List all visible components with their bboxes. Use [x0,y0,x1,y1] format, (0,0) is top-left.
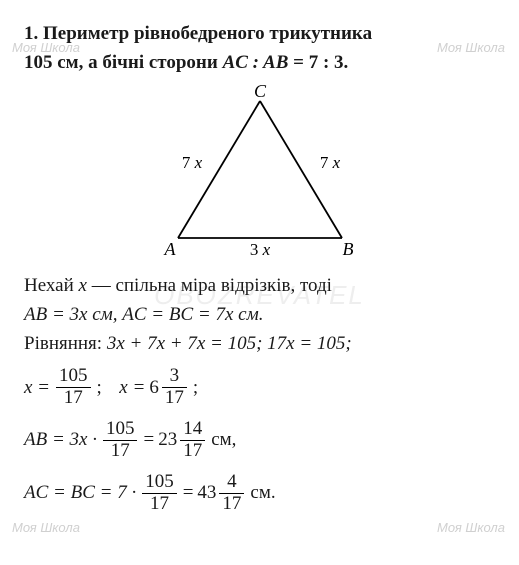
problem-title: Периметр рівнобедреного трикутника [43,23,372,44]
ab-lhs: AB = 3x · [24,429,97,451]
x-eq: x = [24,377,50,399]
svg-text:C: C [253,83,266,101]
svg-text:3 x: 3 x [249,240,270,259]
ratio-vars: AC : AB [223,52,289,73]
mixed-whole: 6 [149,377,159,399]
x-eq-2: x = [119,377,145,399]
svg-text:B: B [342,239,353,259]
frac-105-17-b: 105 17 [103,419,138,462]
svg-text:7 x: 7 x [319,153,340,172]
frac-den: 17 [56,388,91,409]
mixed-23-14-17: 23 14 17 [158,419,207,462]
let-text-2: — спільна міра відрізків, тоді [87,275,332,296]
semicolon: ; [97,377,102,399]
mixed-whole: 43 [197,482,216,504]
ac-lhs: AC = BC = 7 · [24,482,136,504]
solution-let-line: Нехай x — спільна міра відрізків, тоді [24,273,495,299]
ac-calc-row: AC = BC = 7 · 105 17 = 43 4 17 см. [24,472,495,515]
equals: = [143,429,154,451]
mixed-whole: 23 [158,429,177,451]
frac-num: 105 [142,472,177,494]
mixed-6-3-17: 6 3 17 [149,366,189,409]
sides-eq-line: AB = 3x см, AC = BC = 7x см. [24,302,495,328]
ratio-value: = 7 : 3. [288,52,348,73]
watermark: Моя Школа [12,520,80,535]
let-text-1: Нехай [24,275,79,296]
equals: = [183,482,194,504]
cm-unit: см. [250,482,275,504]
mixed-num: 4 [219,472,244,494]
mixed-43-4-17: 43 4 17 [197,472,246,515]
page-content: 1. Периметр рівнобедреного трикутника 10… [24,21,495,515]
watermark: Моя Школа [437,520,505,535]
frac-den: 17 [103,441,138,462]
x-value-row: x = 105 17 ; x = 6 3 17 ; [24,366,495,409]
frac-num: 105 [56,366,91,388]
mixed-num: 3 [162,366,187,388]
frac-num: 105 [103,419,138,441]
semicolon: ; [193,377,198,399]
problem-number: 1. [24,23,38,44]
ab-calc-row: AB = 3x · 105 17 = 23 14 17 см, [24,419,495,462]
equation-body: 3x + 7x + 7x = 105; 17x = 105; [107,333,352,354]
mixed-den: 17 [219,494,244,515]
svg-text:A: A [163,239,176,259]
equation-line: Рівняння: 3x + 7x + 7x = 105; 17x = 105; [24,331,495,357]
frac-den: 17 [142,494,177,515]
frac-105-17: 105 17 [56,366,91,409]
frac-105-17-c: 105 17 [142,472,177,515]
cm-unit: см, [211,429,236,451]
problem-text: 105 см, а бічні сторони [24,52,223,73]
svg-text:7 x: 7 x [181,153,202,172]
problem-line-1: 1. Периметр рівнобедреного трикутника [24,21,495,47]
mixed-num: 14 [180,419,205,441]
mixed-den: 17 [180,441,205,462]
problem-line-2: 105 см, а бічні сторони AC : AB = 7 : 3. [24,50,495,76]
mixed-den: 17 [162,388,187,409]
let-x: x [79,275,87,296]
triangle-diagram: C A B 7 x 7 x 3 x [130,83,390,263]
equation-label: Рівняння: [24,333,107,354]
